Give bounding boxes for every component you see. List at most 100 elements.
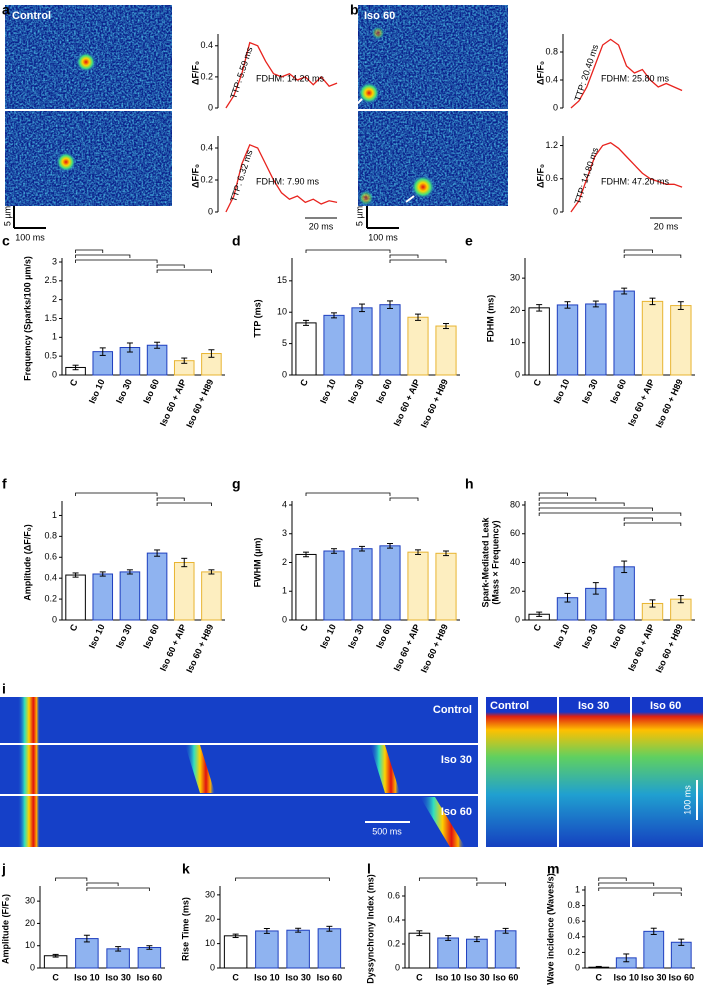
y-tick-label: 2 [282, 557, 287, 567]
x-tick-label: Iso 30 [346, 378, 366, 405]
y-axis-label: ΔF/F₀ [190, 164, 200, 188]
significance-bracket [623, 517, 653, 521]
y-tick-label: 10 [25, 940, 35, 950]
panel-letter: a [2, 2, 10, 18]
y-tick-label: 10 [510, 337, 520, 347]
wave [370, 745, 400, 793]
y-tick-label: 40 [510, 557, 520, 567]
bar [119, 571, 141, 621]
y-tick-label: 20 [25, 918, 35, 928]
bar [494, 930, 517, 969]
x-tick-label: Iso 60 + H89 [419, 623, 450, 675]
x-tick-label: Iso 30 [346, 623, 366, 650]
x-tick-label: Iso 10 [318, 623, 338, 650]
bar [323, 314, 345, 376]
y-tick-label: 2 [52, 294, 57, 304]
x-tick-label: Iso 60 + AIP [626, 623, 656, 673]
y-tick-label: 0 [52, 369, 57, 379]
scale-label: 500 ms [372, 826, 402, 836]
y-tick-label: 20 [510, 305, 520, 315]
bar [223, 935, 248, 969]
x-tick-label: C [298, 377, 310, 388]
x-tick-label: Iso 60 + AIP [158, 378, 188, 428]
x-tick-label: C [298, 622, 310, 633]
x-tick-label: Iso 60 + H89 [184, 623, 215, 675]
line-scan [559, 697, 630, 847]
significance-bracket [623, 522, 682, 526]
bar [435, 325, 457, 376]
wave [185, 745, 215, 793]
x-tick-label: Iso 60 [141, 378, 161, 405]
scan-label: Iso 60 [650, 700, 681, 712]
x-tick-label: Iso 60 [137, 972, 163, 982]
y-axis-label: ΔF/F₀ [190, 61, 200, 85]
y-axis-label: Dyssynchrony Index (ms) [365, 874, 375, 984]
bar [351, 548, 373, 621]
line-scan [632, 697, 703, 847]
spark [358, 190, 374, 206]
significance-bracket [75, 259, 158, 263]
y-tick-label: 0.2 [44, 593, 57, 603]
x-tick-label: Iso 10 [87, 623, 107, 650]
bar [379, 545, 401, 621]
panel-letter: d [232, 233, 241, 249]
wave [420, 797, 465, 847]
bar [556, 304, 579, 376]
significance-bracket [538, 512, 682, 516]
bar [643, 930, 665, 969]
y-tick-label: 1 [282, 586, 287, 596]
bar [407, 316, 429, 376]
x-tick-label: Iso 60 + H89 [184, 378, 215, 430]
bar [379, 304, 401, 376]
bar [75, 938, 99, 969]
x-tick-label: Iso 60 + AIP [158, 623, 188, 673]
scan-label: Control [433, 704, 472, 716]
bar [407, 551, 429, 621]
significance-bracket [305, 492, 391, 496]
bar [466, 938, 488, 969]
significance-bracket [653, 892, 682, 896]
significance-bracket [86, 882, 119, 886]
annotation: FDHM: 47.20 ms [601, 176, 670, 186]
significance-bracket [598, 887, 682, 891]
image-noise [358, 5, 508, 109]
y-tick-label: 0 [30, 962, 35, 972]
significance-bracket [156, 497, 185, 501]
bar [295, 322, 317, 376]
y-axis-label: Wave incidence (Waves/s) [545, 873, 555, 984]
y-tick-label: 0 [553, 206, 558, 216]
y-tick-label: 0.4 [387, 914, 400, 924]
significance-bracket [598, 882, 655, 886]
arrow [355, 98, 363, 106]
bar [435, 552, 457, 621]
y-tick-label: 1.5 [44, 313, 57, 323]
significance-bracket [623, 249, 653, 253]
wave [18, 697, 40, 847]
y-tick-label: 0.8 [44, 531, 57, 541]
significance-bracket [156, 264, 185, 268]
significance-bracket [389, 254, 419, 258]
y-tick-label: 3 [282, 528, 287, 538]
y-tick-label: 0 [515, 369, 520, 379]
x-tick-label: Iso 60 [608, 378, 628, 405]
y-tick-label: 0.6 [567, 916, 580, 926]
x-tick-label: Iso 60 + H89 [419, 378, 450, 430]
x-tick-label: C [596, 972, 603, 982]
significance-bracket [538, 492, 568, 496]
y-tick-label: 0 [208, 206, 213, 216]
bar [670, 941, 692, 969]
x-tick-label: Iso 30 [464, 972, 490, 982]
y-axis-label: FDHM (ms) [485, 295, 495, 343]
bar [323, 550, 345, 621]
line-scan [0, 697, 478, 847]
x-tick-label: Iso 30 [580, 378, 600, 405]
y-tick-label: 0.5 [44, 351, 57, 361]
y-tick-label: 0.8 [567, 900, 580, 910]
annotation: FDHM: 14.20 ms [256, 73, 325, 83]
scale-label: 100 ms [15, 232, 45, 242]
annotation: TTP: 14.80 ms [573, 146, 601, 206]
trace [225, 41, 338, 109]
y-tick-label: 60 [510, 528, 520, 538]
bar [317, 928, 342, 969]
x-tick-label: Iso 60 + AIP [626, 378, 656, 428]
